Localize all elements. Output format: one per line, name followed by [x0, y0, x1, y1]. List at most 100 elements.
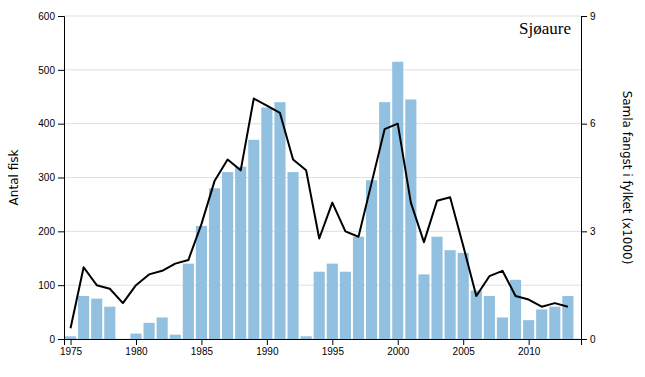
axis-line [58, 17, 65, 340]
bar [471, 291, 482, 339]
tick-mark [58, 16, 64, 17]
bar-series [65, 62, 573, 339]
tick: 2010 [518, 339, 541, 357]
grid-line [64, 177, 581, 178]
tick: 600 [38, 11, 64, 22]
bar [235, 167, 246, 339]
bar [314, 272, 325, 339]
tick-mark [136, 339, 137, 345]
tick-label: 6 [590, 118, 596, 129]
tick-mark [71, 339, 72, 345]
bar [353, 237, 364, 339]
bar [222, 172, 233, 339]
tick-mark [58, 231, 64, 232]
bar [497, 317, 508, 339]
tick-mark [581, 124, 587, 125]
tick-label: 1985 [191, 346, 214, 357]
tick: 1990 [256, 339, 279, 357]
bar [366, 180, 377, 339]
tick-mark [58, 124, 64, 125]
tick-mark [58, 339, 64, 340]
bar [287, 172, 298, 339]
bar [562, 296, 573, 339]
tick: 2000 [387, 339, 410, 357]
tick: 1980 [125, 339, 148, 357]
bar [418, 274, 429, 339]
bar [117, 339, 128, 340]
y-axis-title: Antal fisk [7, 150, 21, 206]
tick-label: 300 [38, 172, 55, 183]
bar [536, 309, 547, 339]
axis-line [65, 340, 582, 346]
plot-area [65, 62, 573, 339]
bar [274, 102, 285, 339]
tick: 500 [38, 65, 64, 76]
chart: 1975 1980 1985 1990 1995 2000 2005 2010 0 100 200 3… [0, 0, 645, 377]
bar [379, 102, 390, 339]
bar [248, 140, 259, 339]
y2-axis: 0 3 6 9 [581, 11, 596, 345]
bar [392, 62, 403, 339]
tick: 0 [581, 334, 596, 345]
tick-mark [267, 339, 268, 345]
tick-label: 500 [38, 65, 55, 76]
tick-mark [332, 339, 333, 345]
bar [183, 264, 194, 339]
tick-mark [58, 285, 64, 286]
bar [549, 307, 560, 339]
tick: 2005 [453, 339, 476, 357]
bar [484, 296, 495, 339]
tick: 1985 [191, 339, 214, 357]
tick-label: 3 [590, 226, 596, 237]
x-axis: 1975 1980 1985 1990 1995 2000 2005 2010 [60, 339, 582, 357]
grid-line [64, 69, 581, 70]
tick-label: 0 [49, 334, 55, 345]
tick-label: 2005 [453, 346, 476, 357]
tick-mark [398, 339, 399, 345]
bar [405, 99, 416, 339]
tick: 100 [38, 280, 64, 291]
tick-label: 1980 [125, 346, 148, 357]
tick-label: 100 [38, 280, 55, 291]
tick-mark [58, 70, 64, 71]
tick-label: 9 [590, 11, 596, 22]
tick-label: 1990 [256, 346, 279, 357]
tick-label: 2000 [387, 346, 410, 357]
bar [78, 296, 89, 339]
tick-label: 600 [38, 11, 55, 22]
y-axis: 0 100 200 300 400 500 600 [38, 11, 64, 345]
bar [65, 336, 76, 339]
bar [91, 299, 102, 339]
tick-label: 1995 [322, 346, 345, 357]
bar [157, 317, 168, 339]
bar [523, 320, 534, 339]
axis-line [582, 17, 588, 340]
tick-mark [58, 178, 64, 179]
tick-label: 400 [38, 118, 55, 129]
tick: 6 [581, 118, 596, 129]
tick-label: 1975 [60, 346, 83, 357]
tick-mark [529, 339, 530, 345]
bar [196, 226, 207, 339]
grid [64, 16, 581, 339]
tick-mark [581, 231, 587, 232]
y2-axis-title: Samla fangst i fylket (x1000) [620, 91, 634, 265]
tick: 0 [49, 334, 64, 345]
bar [170, 335, 181, 339]
tick-mark [201, 339, 202, 345]
tick-mark [581, 16, 587, 17]
tick: 1975 [60, 339, 83, 357]
bar [104, 307, 115, 339]
line [71, 99, 568, 329]
tick: 1995 [322, 339, 345, 357]
tick: 300 [38, 172, 64, 183]
line-series [71, 99, 568, 329]
title: Sjøaure [519, 19, 571, 38]
bar [130, 334, 141, 339]
tick: 200 [38, 226, 64, 237]
tick: 9 [581, 11, 596, 22]
bar [144, 323, 155, 339]
tick-mark [463, 339, 464, 345]
bar [458, 253, 469, 339]
tick-label: 200 [38, 226, 55, 237]
